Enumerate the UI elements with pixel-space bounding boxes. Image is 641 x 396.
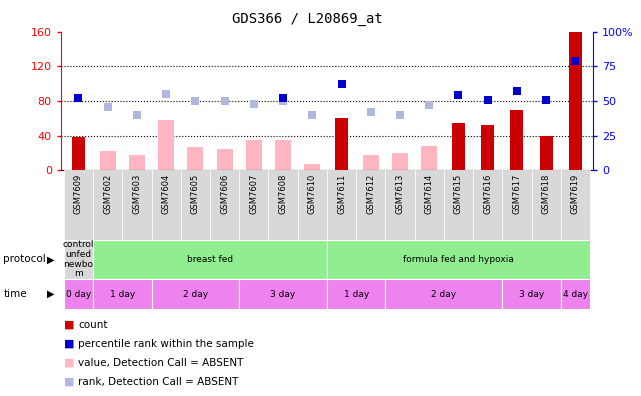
Text: ■: ■: [64, 358, 74, 368]
Bar: [64, 170, 93, 240]
Bar: [510, 110, 524, 170]
Bar: [444, 170, 473, 240]
Text: formula fed and hypoxia: formula fed and hypoxia: [403, 255, 514, 264]
Text: GSM7614: GSM7614: [425, 174, 434, 214]
Text: control
unfed
newbo
m: control unfed newbo m: [63, 240, 94, 278]
Text: GSM7604: GSM7604: [162, 174, 171, 214]
Bar: [415, 170, 444, 240]
Bar: [473, 170, 503, 240]
Bar: [304, 164, 320, 170]
Bar: [151, 170, 181, 240]
Bar: [181, 170, 210, 240]
Bar: [246, 140, 262, 170]
Text: 3 day: 3 day: [271, 289, 296, 299]
Bar: [503, 279, 561, 309]
Bar: [187, 147, 203, 170]
Bar: [385, 279, 503, 309]
Text: percentile rank within the sample: percentile rank within the sample: [78, 339, 254, 349]
Text: 1 day: 1 day: [110, 289, 135, 299]
Text: GSM7605: GSM7605: [191, 174, 200, 214]
Bar: [99, 151, 116, 170]
Text: ▶: ▶: [47, 254, 54, 265]
Text: ■: ■: [64, 377, 74, 387]
Text: value, Detection Call = ABSENT: value, Detection Call = ABSENT: [78, 358, 244, 368]
Text: 1 day: 1 day: [344, 289, 369, 299]
Bar: [93, 279, 151, 309]
Bar: [158, 120, 174, 170]
Bar: [210, 170, 239, 240]
Bar: [64, 240, 93, 279]
Text: ■: ■: [64, 339, 74, 349]
Bar: [421, 146, 437, 170]
Bar: [297, 170, 327, 240]
Text: 0 day: 0 day: [66, 289, 91, 299]
Text: GSM7618: GSM7618: [542, 174, 551, 214]
Text: GSM7616: GSM7616: [483, 174, 492, 214]
Text: GSM7606: GSM7606: [220, 174, 229, 214]
Text: GSM7619: GSM7619: [571, 174, 580, 214]
Text: GSM7607: GSM7607: [249, 174, 258, 214]
Bar: [327, 279, 385, 309]
Bar: [151, 279, 239, 309]
Text: rank, Detection Call = ABSENT: rank, Detection Call = ABSENT: [78, 377, 238, 387]
Text: GSM7602: GSM7602: [103, 174, 112, 214]
Text: 2 day: 2 day: [431, 289, 456, 299]
Bar: [452, 123, 465, 170]
Bar: [385, 170, 415, 240]
Text: 4 day: 4 day: [563, 289, 588, 299]
Bar: [363, 155, 379, 170]
Bar: [239, 170, 269, 240]
Text: GSM7617: GSM7617: [512, 174, 521, 214]
Text: GSM7615: GSM7615: [454, 174, 463, 214]
Bar: [392, 153, 408, 170]
Text: ▶: ▶: [47, 289, 54, 299]
Bar: [561, 170, 590, 240]
Bar: [561, 279, 590, 309]
Text: 2 day: 2 day: [183, 289, 208, 299]
Bar: [327, 240, 590, 279]
Bar: [239, 279, 327, 309]
Bar: [356, 170, 385, 240]
Bar: [122, 170, 151, 240]
Bar: [129, 155, 145, 170]
Text: breast fed: breast fed: [187, 255, 233, 264]
Text: GSM7613: GSM7613: [395, 174, 404, 214]
Text: GSM7610: GSM7610: [308, 174, 317, 214]
Text: protocol: protocol: [3, 254, 46, 265]
Bar: [72, 137, 85, 170]
Bar: [93, 240, 327, 279]
Text: time: time: [3, 289, 27, 299]
Bar: [64, 279, 93, 309]
Bar: [275, 140, 291, 170]
Bar: [540, 135, 553, 170]
Bar: [503, 170, 531, 240]
Bar: [327, 170, 356, 240]
Text: ■: ■: [64, 320, 74, 330]
Bar: [217, 148, 233, 170]
Text: count: count: [78, 320, 108, 330]
Text: GSM7608: GSM7608: [279, 174, 288, 214]
Text: GSM7603: GSM7603: [133, 174, 142, 214]
Text: 3 day: 3 day: [519, 289, 544, 299]
Text: GSM7611: GSM7611: [337, 174, 346, 214]
Bar: [335, 118, 348, 170]
Bar: [481, 125, 494, 170]
Bar: [531, 170, 561, 240]
Text: GSM7609: GSM7609: [74, 174, 83, 214]
Bar: [269, 170, 297, 240]
Text: GSM7612: GSM7612: [366, 174, 375, 214]
Bar: [569, 32, 582, 170]
Bar: [93, 170, 122, 240]
Text: GDS366 / L20869_at: GDS366 / L20869_at: [232, 12, 383, 26]
